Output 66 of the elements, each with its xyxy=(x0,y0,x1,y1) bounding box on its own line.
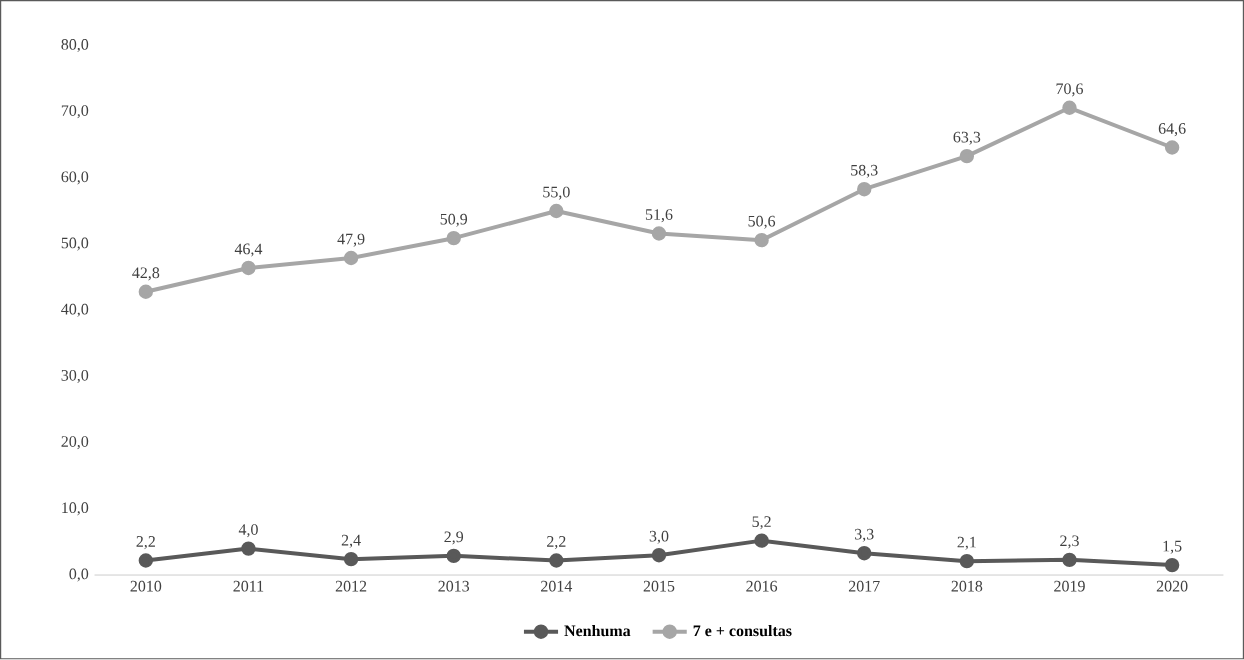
x-tick-label: 2020 xyxy=(1156,581,1188,592)
data-label: 51,6 xyxy=(645,209,673,223)
y-tick-label: 50,0 xyxy=(61,237,89,251)
x-tick-label: 2017 xyxy=(848,581,880,592)
point xyxy=(1164,140,1180,155)
x-tick-label: 2016 xyxy=(746,581,778,592)
point xyxy=(959,149,975,164)
point xyxy=(241,541,256,556)
y-tick-label: 30,0 xyxy=(61,370,89,384)
data-label: 1,5 xyxy=(1163,540,1182,554)
data-label: 50,6 xyxy=(748,215,776,230)
x-tick-label: 2011 xyxy=(233,581,264,592)
data-label: 2,1 xyxy=(957,536,976,551)
point xyxy=(138,284,154,300)
data-label: 46,4 xyxy=(234,243,263,257)
x-tick-label: 2010 xyxy=(130,581,162,592)
y-tick-label: 10,0 xyxy=(62,502,89,516)
data-label: 63,3 xyxy=(953,131,981,145)
point xyxy=(1062,552,1077,568)
point xyxy=(1062,100,1077,116)
point xyxy=(857,182,872,197)
point xyxy=(651,548,667,563)
data-label: 58,3 xyxy=(851,165,878,179)
data-label: 47,9 xyxy=(337,233,365,247)
data-label: 5,2 xyxy=(752,516,771,530)
point xyxy=(343,552,359,567)
data-label: 2,2 xyxy=(547,536,566,550)
x-tick-label: 2018 xyxy=(951,581,983,592)
legend-label: 7 e + consultas xyxy=(693,625,792,637)
point xyxy=(857,546,872,561)
data-label: 2,2 xyxy=(136,536,155,550)
data-label: 2,3 xyxy=(1060,535,1079,549)
data-label: 64,6 xyxy=(1158,123,1186,137)
y-tick-label: 70,0 xyxy=(61,105,89,119)
data-label: 55,0 xyxy=(543,186,570,200)
point xyxy=(549,204,564,219)
x-tick-label: 2019 xyxy=(1054,581,1085,592)
data-label: 3,0 xyxy=(649,531,669,545)
data-label: 42,8 xyxy=(132,267,160,281)
data-label: 4,0 xyxy=(238,524,258,538)
data-label: 3,3 xyxy=(854,529,874,543)
x-tick-label: 2013 xyxy=(438,581,470,592)
point xyxy=(959,554,975,569)
point xyxy=(754,233,769,248)
data-label: 2,4 xyxy=(341,535,361,549)
y-tick-label: 80,0 xyxy=(61,39,89,53)
point xyxy=(343,251,359,266)
data-label: 50,9 xyxy=(440,213,468,228)
x-tick-label: 2012 xyxy=(335,581,367,592)
data-label: 2,9 xyxy=(444,531,464,545)
point xyxy=(446,548,461,564)
point xyxy=(446,231,461,246)
point xyxy=(549,553,564,568)
point xyxy=(1164,558,1180,573)
point xyxy=(138,553,154,568)
y-tick-label: 0,0 xyxy=(69,568,89,582)
y-tick-label: 40,0 xyxy=(61,303,89,318)
point xyxy=(241,260,256,276)
point xyxy=(754,533,769,549)
data-label: 70,6 xyxy=(1056,83,1083,97)
x-tick-label: 2014 xyxy=(541,581,573,592)
y-tick-label: 60,0 xyxy=(61,171,89,185)
point xyxy=(651,226,667,241)
x-tick-label: 2015 xyxy=(643,581,675,592)
legend-label: Nenhuma xyxy=(564,625,631,637)
y-tick-label: 20,0 xyxy=(61,436,89,450)
